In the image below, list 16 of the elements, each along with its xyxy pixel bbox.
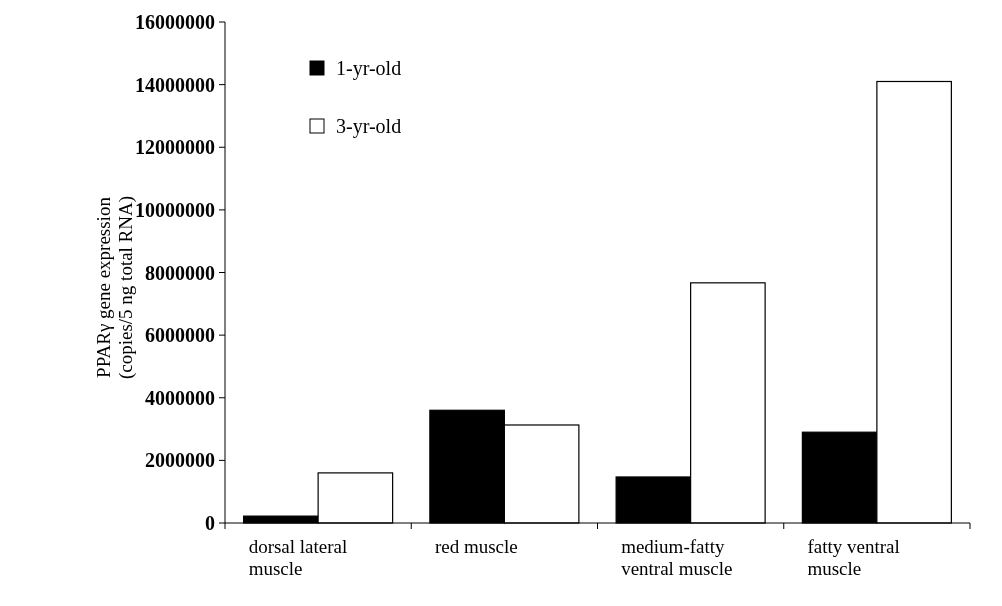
x-tick-label: red muscle: [434, 536, 518, 557]
y-tick-label: 2000000: [145, 449, 215, 472]
y-tick-label: 6000000: [145, 324, 215, 347]
y-tick-label: 16000000: [135, 11, 215, 33]
legend-label: 1-yr-old: [336, 57, 402, 80]
y-axis-title: PPARγ gene expression (copies/5 ng total RNA): [93, 195, 137, 380]
x-tick-label: fatty ventral muscle: [807, 536, 900, 579]
x-tick-label: medium-fatty ventral muscle: [621, 536, 733, 579]
y-tick-label: 14000000: [135, 73, 215, 96]
y-tick-label: 8000000: [145, 261, 215, 284]
y-tick-label: 10000000: [135, 198, 215, 221]
y-tick-label: 4000000: [145, 386, 215, 409]
y-tick-label: 0: [205, 512, 215, 534]
legend-label: 3-yr-old: [336, 115, 402, 138]
x-tick-label: dorsal lateral muscle: [248, 536, 348, 579]
y-tick-label: 12000000: [135, 136, 215, 159]
